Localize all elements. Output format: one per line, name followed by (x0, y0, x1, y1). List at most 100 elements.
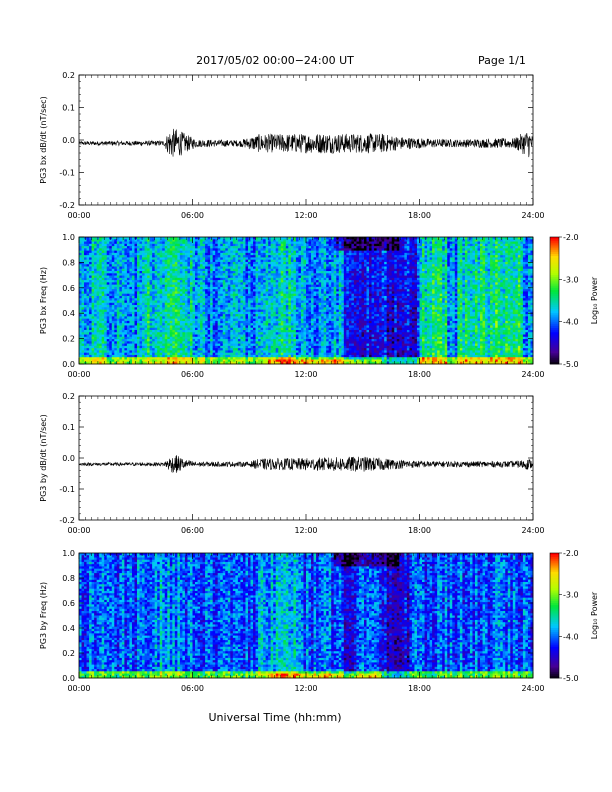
spectrogram-cell (89, 312, 92, 315)
spectrogram-cell (172, 291, 175, 294)
spectrogram-cell (182, 260, 185, 263)
spectrogram-cell (271, 255, 274, 258)
spectrogram-cell (175, 257, 178, 260)
spectrogram-cell (172, 328, 175, 331)
spectrogram-cell (286, 301, 289, 304)
spectrogram-cell (107, 301, 110, 304)
spectrogram-cell (200, 355, 203, 358)
spectrogram-cell (200, 330, 203, 333)
spectrogram-cell (175, 323, 178, 326)
spectrogram-cell (140, 266, 143, 269)
spectrogram-cell (117, 346, 120, 349)
spectrogram-cell (218, 335, 221, 338)
spectrogram-cell (92, 271, 95, 274)
spectrogram-cell (150, 332, 153, 335)
spectrogram-cell (89, 307, 92, 310)
spectrogram-cell (263, 266, 266, 269)
spectrogram-cell (266, 323, 269, 326)
spectrogram-cell (157, 264, 160, 267)
spectrogram-cell (177, 282, 180, 285)
spectrogram-cell (155, 282, 158, 285)
spectrogram-cell (122, 264, 125, 267)
spectrogram-cell (261, 353, 264, 356)
spectrogram-cell (122, 248, 125, 251)
spectrogram-cell (102, 341, 105, 344)
spectrogram-cell (160, 353, 163, 356)
spectrogram-cell (180, 264, 183, 267)
spectrogram-cell (119, 280, 122, 283)
spectrogram-cell (190, 260, 193, 263)
spectrogram-cell (286, 341, 289, 344)
spectrogram-cell (129, 335, 132, 338)
spectrogram-cell (193, 255, 196, 258)
spectrogram-cell (190, 307, 193, 310)
spectrogram-cell (84, 301, 87, 304)
spectrogram-cell (215, 287, 218, 290)
spectrogram-cell (190, 310, 193, 313)
spectrogram-cell (147, 244, 150, 247)
spectrogram-cell (177, 271, 180, 274)
spectrogram-cell (205, 255, 208, 258)
spectrogram-cell (203, 282, 206, 285)
spectrogram-cell (134, 307, 137, 310)
spectrogram-cell (193, 339, 196, 342)
spectrogram-cell (288, 289, 291, 292)
spectrogram-cell (122, 278, 125, 281)
spectrogram-cell (185, 257, 188, 260)
spectrogram-cell (182, 244, 185, 247)
spectrogram-cell (177, 298, 180, 301)
spectrogram-cell (119, 307, 122, 310)
spectrogram-cell (99, 359, 102, 362)
spectrogram-cell (187, 251, 190, 254)
x-tick-label: 12:00 (294, 211, 317, 220)
spectrogram-cell (258, 266, 261, 269)
spectrogram-cell (220, 341, 223, 344)
spectrogram-cell (233, 291, 236, 294)
spectrogram-cell (245, 269, 248, 272)
spectrogram-cell (117, 323, 120, 326)
spectrogram-cell (291, 289, 294, 292)
spectrogram-cell (263, 278, 266, 281)
spectrogram-cell (220, 310, 223, 313)
spectrogram-cell (198, 287, 201, 290)
spectrogram-cell (215, 330, 218, 333)
spectrogram-cell (160, 276, 163, 279)
spectrogram-cell (84, 296, 87, 299)
spectrogram-cell (92, 319, 95, 322)
spectrogram-cell (256, 271, 259, 274)
spectrogram-cell (243, 244, 246, 247)
spectrogram-cell (240, 303, 243, 306)
spectrogram-cell (263, 310, 266, 313)
spectrogram-cell (253, 307, 256, 310)
spectrogram-cell (251, 355, 254, 358)
spectrogram-cell (175, 282, 178, 285)
spectrogram-cell (124, 260, 127, 263)
spectrogram-cell (268, 350, 271, 353)
spectrogram-cell (213, 335, 216, 338)
spectrogram-cell (107, 269, 110, 272)
spectrogram-cell (286, 314, 289, 317)
spectrogram-cell (92, 332, 95, 335)
spectrogram-cell (140, 278, 143, 281)
spectrogram-cell (215, 251, 218, 254)
spectrogram-cell (122, 251, 125, 254)
spectrogram-cell (127, 287, 130, 290)
spectrogram-cell (152, 328, 155, 331)
spectrogram-cell (99, 257, 102, 260)
spectrogram-cell (182, 330, 185, 333)
spectrogram-cell (266, 271, 269, 274)
spectrogram-cell (273, 280, 276, 283)
spectrogram-cell (273, 269, 276, 272)
spectrogram-cell (288, 312, 291, 315)
spectrogram-cell (253, 271, 256, 274)
spectrogram-cell (99, 251, 102, 254)
spectrogram-cell (215, 341, 218, 344)
spectrogram-cell (218, 251, 221, 254)
spectrogram-cell (122, 298, 125, 301)
spectrogram-cell (79, 248, 82, 251)
spectrogram-cell (180, 319, 183, 322)
spectrogram-cell (97, 266, 100, 269)
spectrogram-cell (223, 344, 226, 347)
spectrogram-cell (200, 312, 203, 315)
spectrogram-cell (271, 350, 274, 353)
